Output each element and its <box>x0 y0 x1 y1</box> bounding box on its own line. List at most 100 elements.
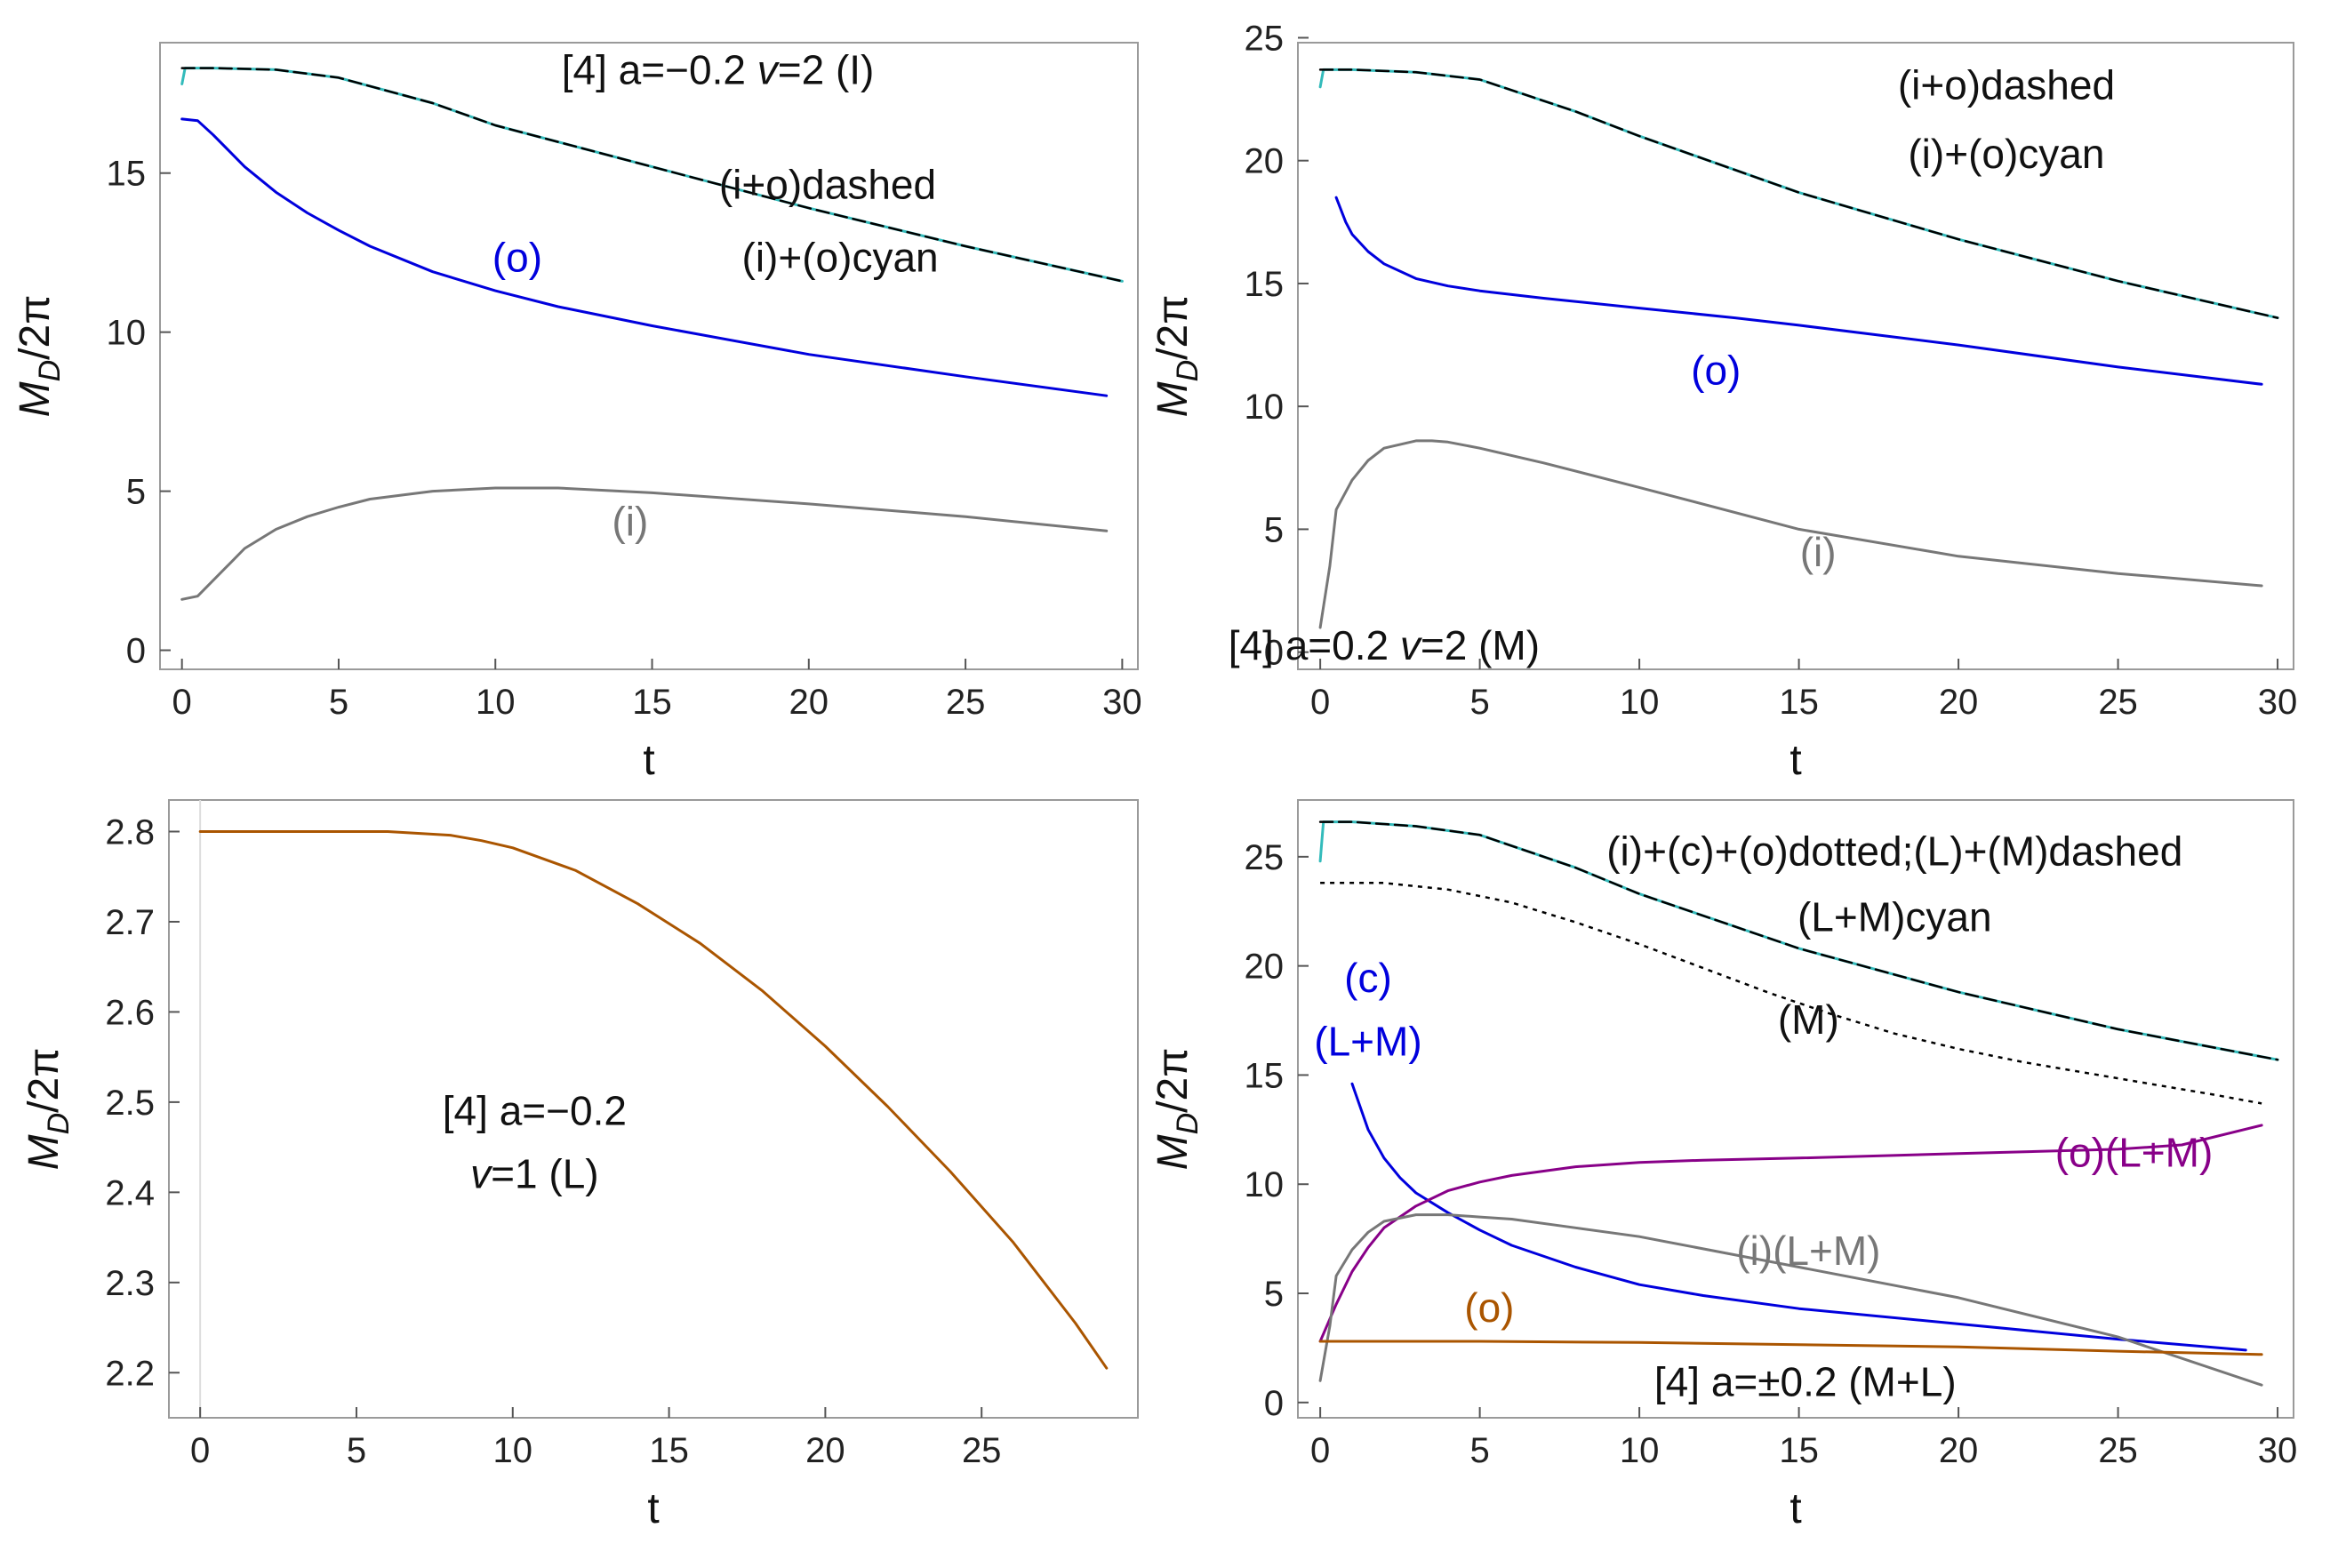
y-tick-label: 2.4 <box>105 1173 155 1212</box>
y-tick-label: 2.6 <box>105 993 155 1032</box>
x-tick-label: 25 <box>2098 683 2138 722</box>
annotation-LM: (L+M) <box>1314 1018 1421 1064</box>
annotation-italic: v <box>757 47 781 93</box>
y-label-main: M <box>20 1134 68 1170</box>
x-axis-label: t <box>647 1485 659 1532</box>
x-tick-label: 10 <box>1620 1431 1660 1470</box>
x-tick-label: 25 <box>946 683 986 722</box>
annotation-l2: v=1 (L) <box>470 1150 598 1196</box>
series-line <box>1318 68 2279 319</box>
annotation-l1: [4] a=−0.2 <box>443 1087 627 1133</box>
y-tick-label: 15 <box>1245 1056 1285 1095</box>
x-tick-label: 30 <box>2258 1431 2298 1470</box>
annotation-cyan: (i)+(o)cyan <box>742 235 939 281</box>
y-tick-label: 2.3 <box>105 1264 155 1303</box>
annotation-text: (i+o)dashed <box>1898 62 2115 108</box>
annotation-text: (o) <box>1464 1284 1514 1331</box>
x-tick-label: 10 <box>476 683 516 722</box>
y-tick-label: 0 <box>1264 634 1284 673</box>
annotation-text: [4] a=±0.2 (M+L) <box>1654 1358 1957 1404</box>
y-axis-label: MD/2π <box>20 1048 76 1171</box>
y-label-main: M <box>1149 381 1197 417</box>
series-line <box>1320 882 2262 1105</box>
y-tick-label: 2.5 <box>105 1084 155 1123</box>
series-line <box>180 486 1109 601</box>
series-line <box>1334 196 2263 386</box>
x-tick-label: 20 <box>1939 683 1979 722</box>
y-tick-label: 10 <box>1245 1165 1285 1204</box>
y-label-main: M <box>1149 1134 1197 1170</box>
y-label-tail: /2π <box>12 295 59 360</box>
annotation-text: [4] a=−0.2 <box>562 47 757 93</box>
panel-top-right: 0 5 10 15 20 25 30 0 5 10 15 20 25 t MD/2π (i+o)dashed (… <box>1149 19 2297 784</box>
series-line <box>198 830 1109 1370</box>
annotation-oLM: (o)(L+M) <box>2055 1130 2214 1176</box>
annotation-text: (c) <box>1344 955 1392 1001</box>
x-tick-label: 30 <box>2258 683 2298 722</box>
annotation-rest: =2 (M) <box>1421 622 1540 668</box>
y-label-tail: /2π <box>1149 1048 1197 1113</box>
x-tick-label: 20 <box>789 683 829 722</box>
annotation-text: [4] a=0.2 <box>1229 622 1400 668</box>
x-tick-label: 25 <box>2098 1431 2138 1470</box>
panel-bottom-left: 0 5 10 15 20 25 2.2 2.3 2.4 2.5 2.6 2.7 2.8 t MD/2π [4]… <box>20 799 1139 1532</box>
series-line <box>1318 820 2279 1061</box>
x-tick-label: 30 <box>1102 683 1142 722</box>
annotation-o: (o) <box>1691 347 1741 393</box>
y-axis-label: MD/2π <box>1149 295 1205 418</box>
panel-bottom-right: 0 5 10 15 20 25 30 0 5 10 15 20 25 t MD/2π (i)+(c)+(o)d… <box>1149 799 2298 1532</box>
y-tick-label: 2.7 <box>105 903 155 942</box>
annotation-cyan: (L+M)cyan <box>1798 893 1992 940</box>
series-line <box>1318 1340 2263 1356</box>
x-axis-label: t <box>1790 1485 1801 1532</box>
series-line <box>1318 68 2279 320</box>
y-axis-label: MD/2π <box>1149 1048 1205 1171</box>
y-tick-label: 5 <box>1264 510 1284 549</box>
x-tick-label: 15 <box>649 1431 689 1470</box>
y-tick-label: 20 <box>1245 142 1285 181</box>
annotation-o: (o) <box>492 235 542 281</box>
y-label-sub: D <box>42 1113 76 1135</box>
annotation-text: (i+o)dashed <box>719 161 936 207</box>
x-tick-label: 10 <box>1620 683 1660 722</box>
annotation-text: (L+M)cyan <box>1798 893 1992 940</box>
annotation-text: (i)+(o)cyan <box>742 235 939 281</box>
x-tick-label: 5 <box>329 683 348 722</box>
plot-frame <box>1297 799 2294 1419</box>
y-label-tail: /2π <box>1149 295 1197 360</box>
annotation-i: (i) <box>612 499 648 545</box>
x-tick-label: 20 <box>1939 1431 1979 1470</box>
annotation-M: (M) <box>1778 996 1839 1043</box>
x-tick-label: 10 <box>493 1431 533 1470</box>
plot-frame <box>1297 42 2294 670</box>
y-tick-label: 20 <box>1245 948 1285 987</box>
y-label-sub: D <box>1171 1113 1205 1135</box>
y-tick-label: 25 <box>1245 19 1285 58</box>
y-label-sub: D <box>33 360 67 382</box>
x-tick-label: 0 <box>190 1431 210 1470</box>
annotation-text: (i) <box>612 499 648 545</box>
annotation-italic: v <box>470 1150 493 1196</box>
x-tick-label: 15 <box>1779 1431 1819 1470</box>
y-label-sub: D <box>1171 360 1205 382</box>
annotation-text: [4] a=−0.2 <box>443 1087 627 1133</box>
annotation-dashed: (i+o)dashed <box>719 161 936 207</box>
series-line <box>1318 1124 2263 1343</box>
y-tick-label: 0 <box>126 632 146 671</box>
y-tick-label: 5 <box>1264 1275 1284 1314</box>
annotation-title: [4] a=0.2 v=2 (M) <box>1229 622 1540 668</box>
x-tick-label: 5 <box>1469 683 1489 722</box>
x-tick-label: 5 <box>1469 1431 1489 1470</box>
series-line <box>180 117 1109 397</box>
y-tick-label: 10 <box>1245 388 1285 427</box>
annotation-text: (i)+(c)+(o)dotted;(L)+(M)dashed <box>1606 828 2182 875</box>
x-tick-label: 0 <box>1310 683 1330 722</box>
x-tick-label: 0 <box>1310 1431 1330 1470</box>
annotation-rest: =1 (L) <box>491 1150 598 1196</box>
annotation-text: (o) <box>492 235 542 281</box>
y-tick-label: 2.8 <box>105 813 155 852</box>
series-line <box>1318 1213 2263 1387</box>
annotation-rest: =2 (I) <box>778 47 875 93</box>
annotation-italic: v <box>1400 622 1423 668</box>
annotation-iLM: (i)(L+M) <box>1736 1228 1880 1274</box>
